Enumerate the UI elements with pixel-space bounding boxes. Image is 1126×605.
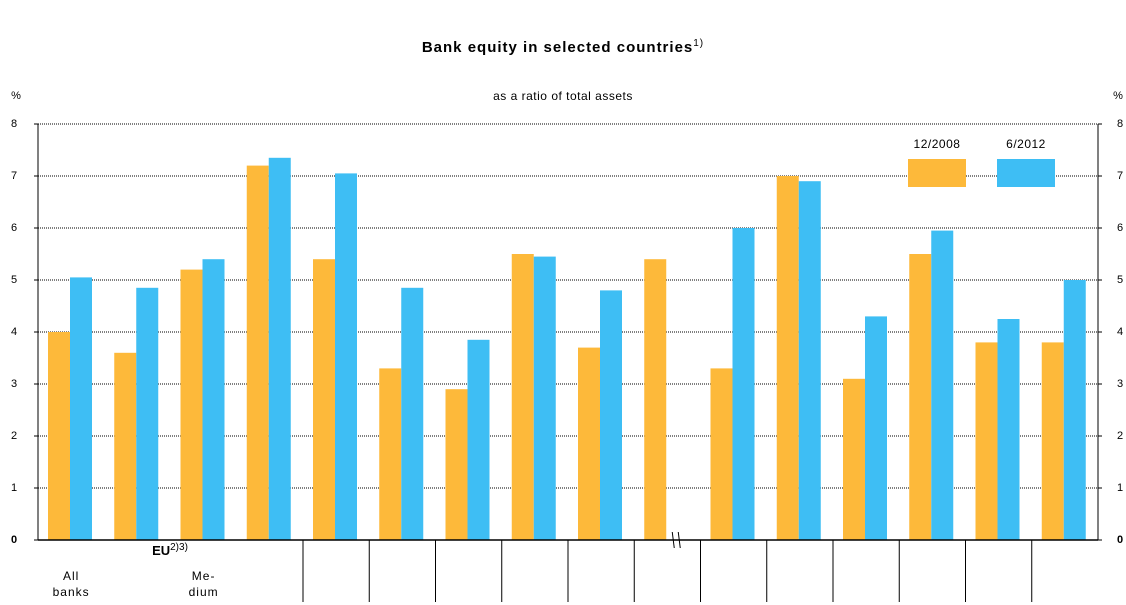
bar	[467, 339, 490, 540]
bar	[1063, 280, 1086, 540]
y2-tick-label: 1	[1117, 482, 1123, 494]
y-tick-label: 7	[11, 170, 17, 182]
y-tick-label: 5	[11, 274, 17, 286]
legend-label: 6/2012	[1006, 137, 1046, 151]
bar	[313, 259, 335, 540]
y2-tick-label: 2	[1117, 430, 1123, 442]
bar	[335, 173, 357, 540]
bar	[865, 316, 887, 540]
legend-swatch	[908, 159, 966, 187]
bar	[246, 165, 269, 540]
bar	[48, 332, 70, 540]
x-tick-label-line: dium	[189, 585, 219, 599]
group-note: 2)3)	[170, 542, 188, 553]
bar	[975, 342, 998, 540]
title-note: 1)	[693, 38, 704, 49]
legend-swatch	[997, 159, 1055, 187]
y-tick-label: 8	[11, 118, 17, 130]
x-tick-label: Me-dium	[189, 569, 219, 599]
y2-unit: %	[1113, 90, 1123, 102]
y-tick-label: 2	[11, 430, 17, 442]
x-tick-label-line: Me-	[192, 569, 216, 583]
bar	[136, 287, 159, 540]
group-label-text: EU	[152, 543, 170, 558]
y-tick-label: 1	[11, 482, 17, 494]
y-tick-label: 4	[11, 326, 17, 338]
bar	[776, 176, 799, 540]
bar	[268, 157, 291, 541]
legend-label: 12/2008	[914, 137, 961, 151]
chart-title: Bank equity in selected countries1)	[422, 38, 704, 56]
y2-tick-label: 3	[1117, 378, 1123, 390]
bar	[202, 259, 225, 540]
title-text: Bank equity in selected countries	[422, 39, 693, 56]
bar	[401, 287, 424, 540]
bar	[533, 256, 556, 540]
bar	[644, 259, 667, 540]
bar	[578, 347, 600, 540]
bar	[379, 368, 402, 540]
bar	[445, 389, 468, 540]
bar	[70, 277, 92, 540]
bar	[909, 254, 932, 540]
bar	[732, 228, 755, 540]
x-tick-label-line: All	[63, 569, 79, 583]
subtitle: as a ratio of total assets	[493, 89, 633, 103]
bar	[997, 319, 1020, 540]
bar	[1041, 342, 1064, 540]
bar	[180, 269, 203, 540]
group-label: EU2)3)	[152, 542, 188, 559]
bar	[843, 378, 865, 540]
y2-tick-label: 8	[1117, 118, 1123, 130]
y2-tick-label: 0	[1117, 534, 1123, 546]
y2-tick-label: 7	[1117, 170, 1123, 182]
bar	[511, 254, 534, 540]
y2-tick-label: 5	[1117, 274, 1123, 286]
y2-tick-label: 4	[1117, 326, 1123, 338]
bar	[798, 181, 821, 540]
y-tick-label: 6	[11, 222, 17, 234]
bar	[114, 352, 137, 540]
y2-tick-label: 6	[1117, 222, 1123, 234]
bar	[931, 230, 954, 540]
y-tick-label: 0	[11, 534, 17, 546]
x-tick-label-line: banks	[53, 585, 90, 599]
y-tick-label: 3	[11, 378, 17, 390]
bar	[710, 368, 733, 540]
x-tick-label: All banks	[53, 569, 90, 599]
y-unit: %	[11, 90, 21, 102]
bar	[600, 290, 622, 540]
